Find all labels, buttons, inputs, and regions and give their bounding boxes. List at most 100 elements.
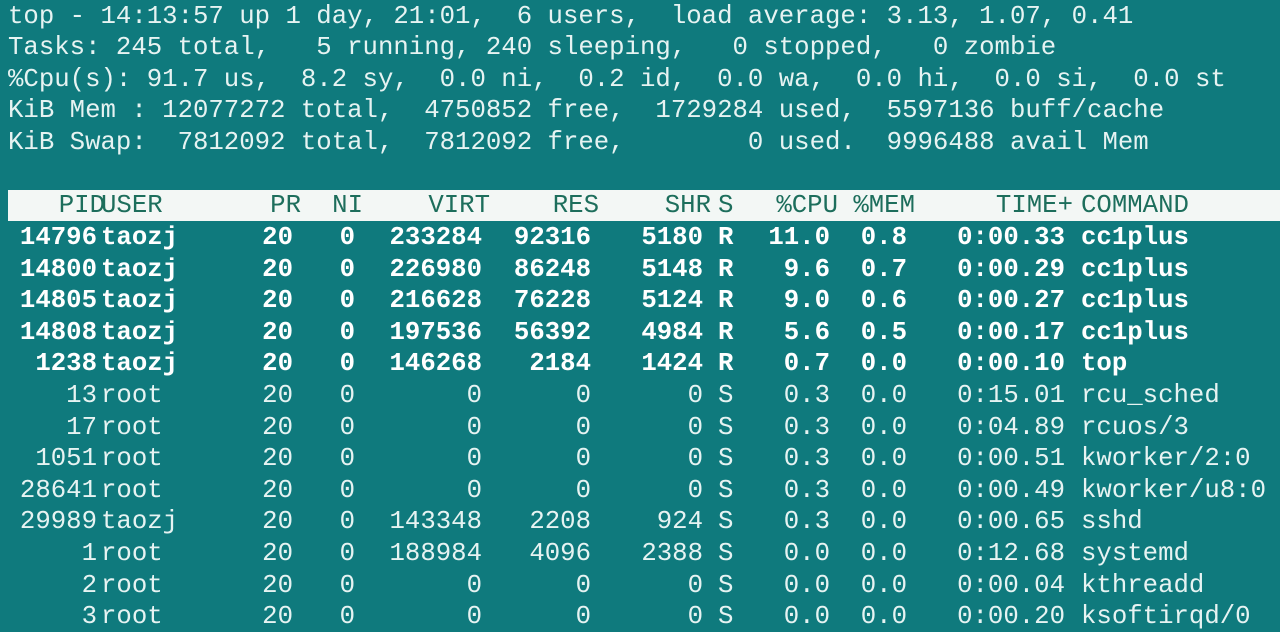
cell-ni: 0 bbox=[339, 381, 355, 410]
cell-user: taozj bbox=[101, 317, 179, 347]
cell-state: S bbox=[718, 602, 734, 632]
cell-res: 92316 bbox=[513, 223, 591, 252]
process-row: 13 root 20 0 0 0 0 S 0.3 0.0 0:15.01 rcu_sched bbox=[0, 380, 1280, 411]
column-header-pid: PID bbox=[58, 191, 105, 220]
process-row: 14800 taozj 20 0 226980 86248 5148 R 9.6 0.7 0:00.… bbox=[0, 254, 1280, 285]
cell-pr: 20 bbox=[262, 475, 293, 505]
cell-state: S bbox=[718, 444, 734, 474]
cell-command: cc1plus bbox=[1081, 223, 1189, 252]
cell-time: 0:00.20 bbox=[957, 602, 1065, 632]
cell-virt: 0 bbox=[466, 444, 482, 474]
cell-shr: 1424 bbox=[641, 349, 703, 379]
process-row: 1238 taozj 20 0 146268 2184 1424 R 0.7 0.0 0:00.10… bbox=[0, 348, 1280, 379]
cell-pid: 28641 bbox=[19, 475, 97, 505]
cell-command: sshd bbox=[1081, 507, 1143, 537]
cell-state: S bbox=[718, 475, 734, 505]
cell-command: kworker/2:0 bbox=[1081, 444, 1251, 474]
cell-pr: 20 bbox=[262, 570, 293, 600]
cell-pid: 14808 bbox=[19, 317, 97, 347]
cell-time: 0:00.33 bbox=[957, 223, 1065, 252]
cell-user: root bbox=[101, 475, 163, 505]
cell-virt: 233284 bbox=[389, 223, 483, 252]
cell-res: 2184 bbox=[529, 349, 591, 379]
cell-user: root bbox=[101, 444, 163, 474]
process-row: 17 root 20 0 0 0 0 S 0.3 0.0 0:04.89 rcuos/3 bbox=[0, 412, 1280, 443]
cell-virt: 197536 bbox=[389, 317, 483, 347]
cell-res: 0 bbox=[575, 602, 591, 632]
cell-shr: 4984 bbox=[641, 317, 703, 347]
cell-virt: 216628 bbox=[389, 286, 483, 316]
cell-ni: 0 bbox=[339, 286, 355, 316]
cell-user: root bbox=[101, 539, 163, 568]
cell-time: 0:00.10 bbox=[957, 349, 1065, 379]
cell-pid: 14800 bbox=[19, 254, 97, 284]
cell-ni: 0 bbox=[339, 223, 355, 252]
uptime-line: top - 14:13:57 up 1 day, 21:01, 6 users,… bbox=[8, 2, 1134, 31]
cell-res: 0 bbox=[575, 412, 591, 442]
cell-res: 0 bbox=[575, 444, 591, 474]
cell-command: cc1plus bbox=[1081, 317, 1189, 347]
cell-time: 0:15.01 bbox=[957, 381, 1065, 410]
cell-mem: 0.0 bbox=[860, 475, 907, 505]
cell-virt: 226980 bbox=[389, 254, 483, 284]
cell-shr: 5124 bbox=[641, 286, 703, 316]
column-header-state: S bbox=[718, 191, 734, 220]
cell-state: S bbox=[718, 381, 734, 410]
cell-cpu: 0.0 bbox=[783, 570, 830, 600]
cell-state: R bbox=[718, 286, 734, 316]
cell-shr: 0 bbox=[687, 412, 703, 442]
cell-shr: 2388 bbox=[641, 539, 703, 568]
cell-cpu: 5.6 bbox=[783, 317, 830, 347]
cell-res: 86248 bbox=[513, 254, 591, 284]
cell-time: 0:00.04 bbox=[957, 570, 1065, 600]
process-row: 2 root 20 0 0 0 0 S 0.0 0.0 0:00.04 kthreadd bbox=[0, 570, 1280, 601]
column-header-command: COMMAND bbox=[1081, 191, 1189, 220]
column-header-pr: PR bbox=[270, 191, 301, 220]
cell-cpu: 9.6 bbox=[783, 254, 830, 284]
cell-time: 0:00.65 bbox=[957, 507, 1065, 537]
cell-res: 56392 bbox=[513, 317, 591, 347]
column-header-user: USER bbox=[101, 191, 163, 220]
cell-command: rcu_sched bbox=[1081, 381, 1220, 410]
cell-pr: 20 bbox=[262, 507, 293, 537]
cell-ni: 0 bbox=[339, 444, 355, 474]
cell-state: R bbox=[718, 254, 734, 284]
cell-mem: 0.0 bbox=[860, 602, 907, 632]
cell-cpu: 0.3 bbox=[783, 475, 830, 505]
cell-state: R bbox=[718, 223, 734, 252]
cell-virt: 0 bbox=[466, 602, 482, 632]
cell-mem: 0.7 bbox=[860, 254, 907, 284]
cell-user: taozj bbox=[101, 349, 179, 379]
cell-virt: 188984 bbox=[389, 539, 483, 568]
cell-shr: 0 bbox=[687, 475, 703, 505]
cpu-line: %Cpu(s): 91.7 us, 8.2 sy, 0.0 ni, 0.2 id… bbox=[8, 65, 1226, 94]
cell-pr: 20 bbox=[262, 317, 293, 347]
cell-pid: 14805 bbox=[19, 286, 97, 316]
column-header-shr: SHR bbox=[664, 191, 711, 220]
process-row: 1 root 20 0 188984 4096 2388 S 0.0 0.0 0:12.68 syst… bbox=[0, 538, 1280, 569]
column-header-time: TIME+ bbox=[995, 191, 1073, 220]
cell-time: 0:00.27 bbox=[957, 286, 1065, 316]
cell-mem: 0.8 bbox=[860, 223, 907, 252]
cell-state: R bbox=[718, 349, 734, 379]
cell-command: kworker/u8:0 bbox=[1081, 475, 1266, 505]
cell-res: 4096 bbox=[529, 539, 591, 568]
cell-cpu: 11.0 bbox=[768, 223, 830, 252]
cell-pid: 3 bbox=[81, 602, 97, 632]
cell-state: R bbox=[718, 317, 734, 347]
cell-command: cc1plus bbox=[1081, 286, 1189, 316]
cell-ni: 0 bbox=[339, 254, 355, 284]
cell-shr: 0 bbox=[687, 381, 703, 410]
cell-cpu: 0.7 bbox=[783, 349, 830, 379]
cell-cpu: 0.3 bbox=[783, 507, 830, 537]
cell-pid: 1 bbox=[81, 539, 97, 568]
cell-time: 0:04.89 bbox=[957, 412, 1065, 442]
cell-ni: 0 bbox=[339, 317, 355, 347]
cell-res: 76228 bbox=[513, 286, 591, 316]
cell-command: systemd bbox=[1081, 539, 1189, 568]
cell-state: S bbox=[718, 570, 734, 600]
cell-ni: 0 bbox=[339, 507, 355, 537]
cell-cpu: 0.3 bbox=[783, 412, 830, 442]
cell-ni: 0 bbox=[339, 602, 355, 632]
cell-command: ksoftirqd/0 bbox=[1081, 602, 1251, 632]
